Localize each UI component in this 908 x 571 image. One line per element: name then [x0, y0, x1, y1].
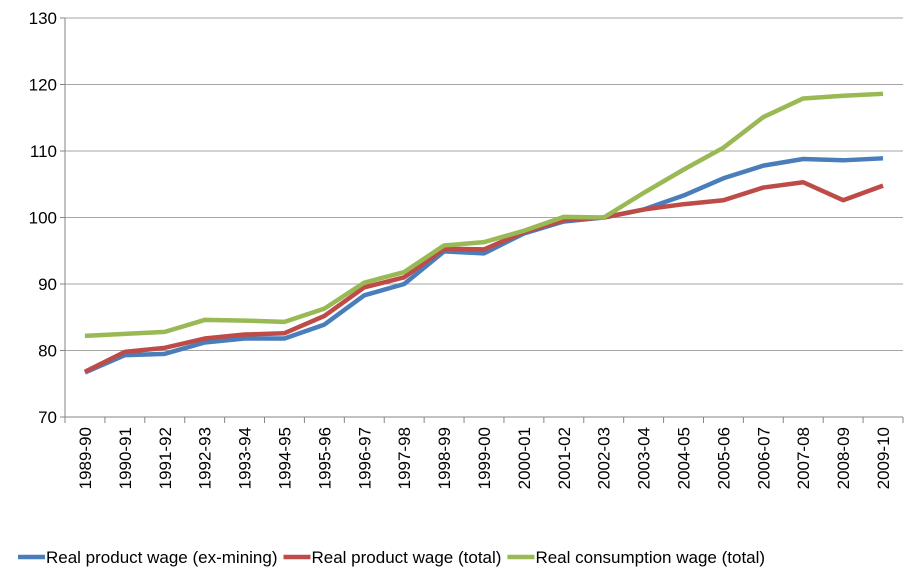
x-tick-label: 2009-10 — [874, 427, 893, 489]
x-tick-label: 2005-06 — [714, 427, 733, 489]
y-tick-label: 100 — [29, 209, 57, 228]
x-tick-label: 2000-01 — [515, 427, 534, 489]
x-tick-label: 1996-97 — [355, 427, 374, 489]
x-tick-label: 1999-00 — [475, 427, 494, 489]
series-line — [83, 180, 884, 374]
x-tick-label: 2003-04 — [635, 427, 654, 489]
x-tick-label: 2008-09 — [834, 427, 853, 489]
x-tick-label: 1990-91 — [116, 427, 135, 489]
x-tick-label: 1995-96 — [315, 427, 334, 489]
x-tick-label: 1994-95 — [275, 427, 294, 489]
y-tick-label: 90 — [38, 275, 57, 294]
x-tick-label: 1989-90 — [76, 427, 95, 489]
x-tick-label: 2004-05 — [675, 427, 694, 489]
series-line — [84, 156, 884, 375]
legend-label: Real consumption wage (total) — [535, 548, 765, 567]
legend-label: Real product wage (ex-mining) — [46, 548, 278, 567]
series-line — [84, 91, 884, 339]
y-tick-label: 80 — [38, 342, 57, 361]
x-tick-label: 1997-98 — [395, 427, 414, 489]
y-tick-label: 110 — [30, 142, 57, 161]
x-tick-label: 2007-08 — [794, 427, 813, 489]
x-tick-label: 1992-93 — [196, 427, 215, 489]
y-tick-label: 70 — [38, 408, 57, 427]
legend: Real product wage (ex-mining) Real produc… — [18, 548, 765, 567]
x-tick-label: 2006-07 — [754, 427, 773, 489]
x-tick-label: 1998-99 — [435, 427, 454, 489]
legend-label: Real product wage (total) — [312, 548, 502, 567]
x-tick-label: 1991-92 — [156, 427, 175, 489]
y-tick-label: 130 — [29, 9, 57, 28]
x-tick-label: 1993-94 — [236, 427, 255, 489]
x-tick-label: 2002-03 — [595, 427, 614, 489]
x-tick-label: 2001-02 — [555, 427, 574, 489]
y-tick-label: 120 — [29, 76, 57, 95]
